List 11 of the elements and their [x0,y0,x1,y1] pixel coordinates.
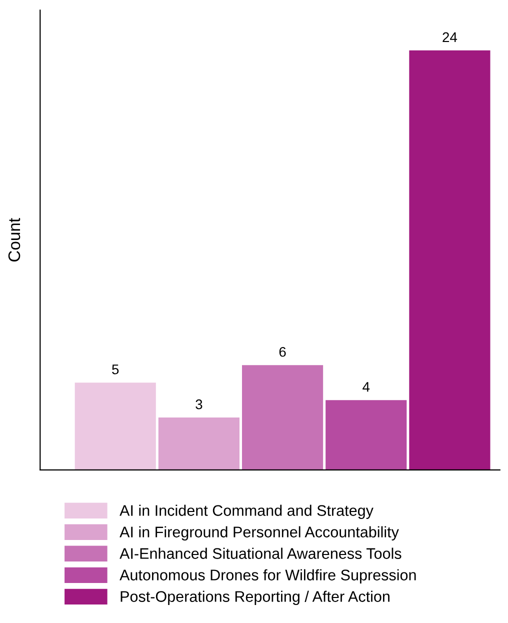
data-label: 24 [442,32,458,42]
legend-label: AI in Fireground Personnel Accountability [120,526,399,540]
legend-label: AI in Incident Command and Strategy [120,504,374,519]
legend-label: Post-Operations Reporting / After Action [120,590,390,605]
y-axis-title: Count [8,218,20,262]
legend-label: Autonomous Drones for Wildfire Supression [120,569,416,584]
data-label: 3 [196,399,202,410]
legend-label: AI-Enhanced Situational Awareness Tools [120,548,402,559]
data-label: 5 [112,364,119,374]
data-label: 6 [279,346,286,357]
data-label: 4 [362,382,370,392]
